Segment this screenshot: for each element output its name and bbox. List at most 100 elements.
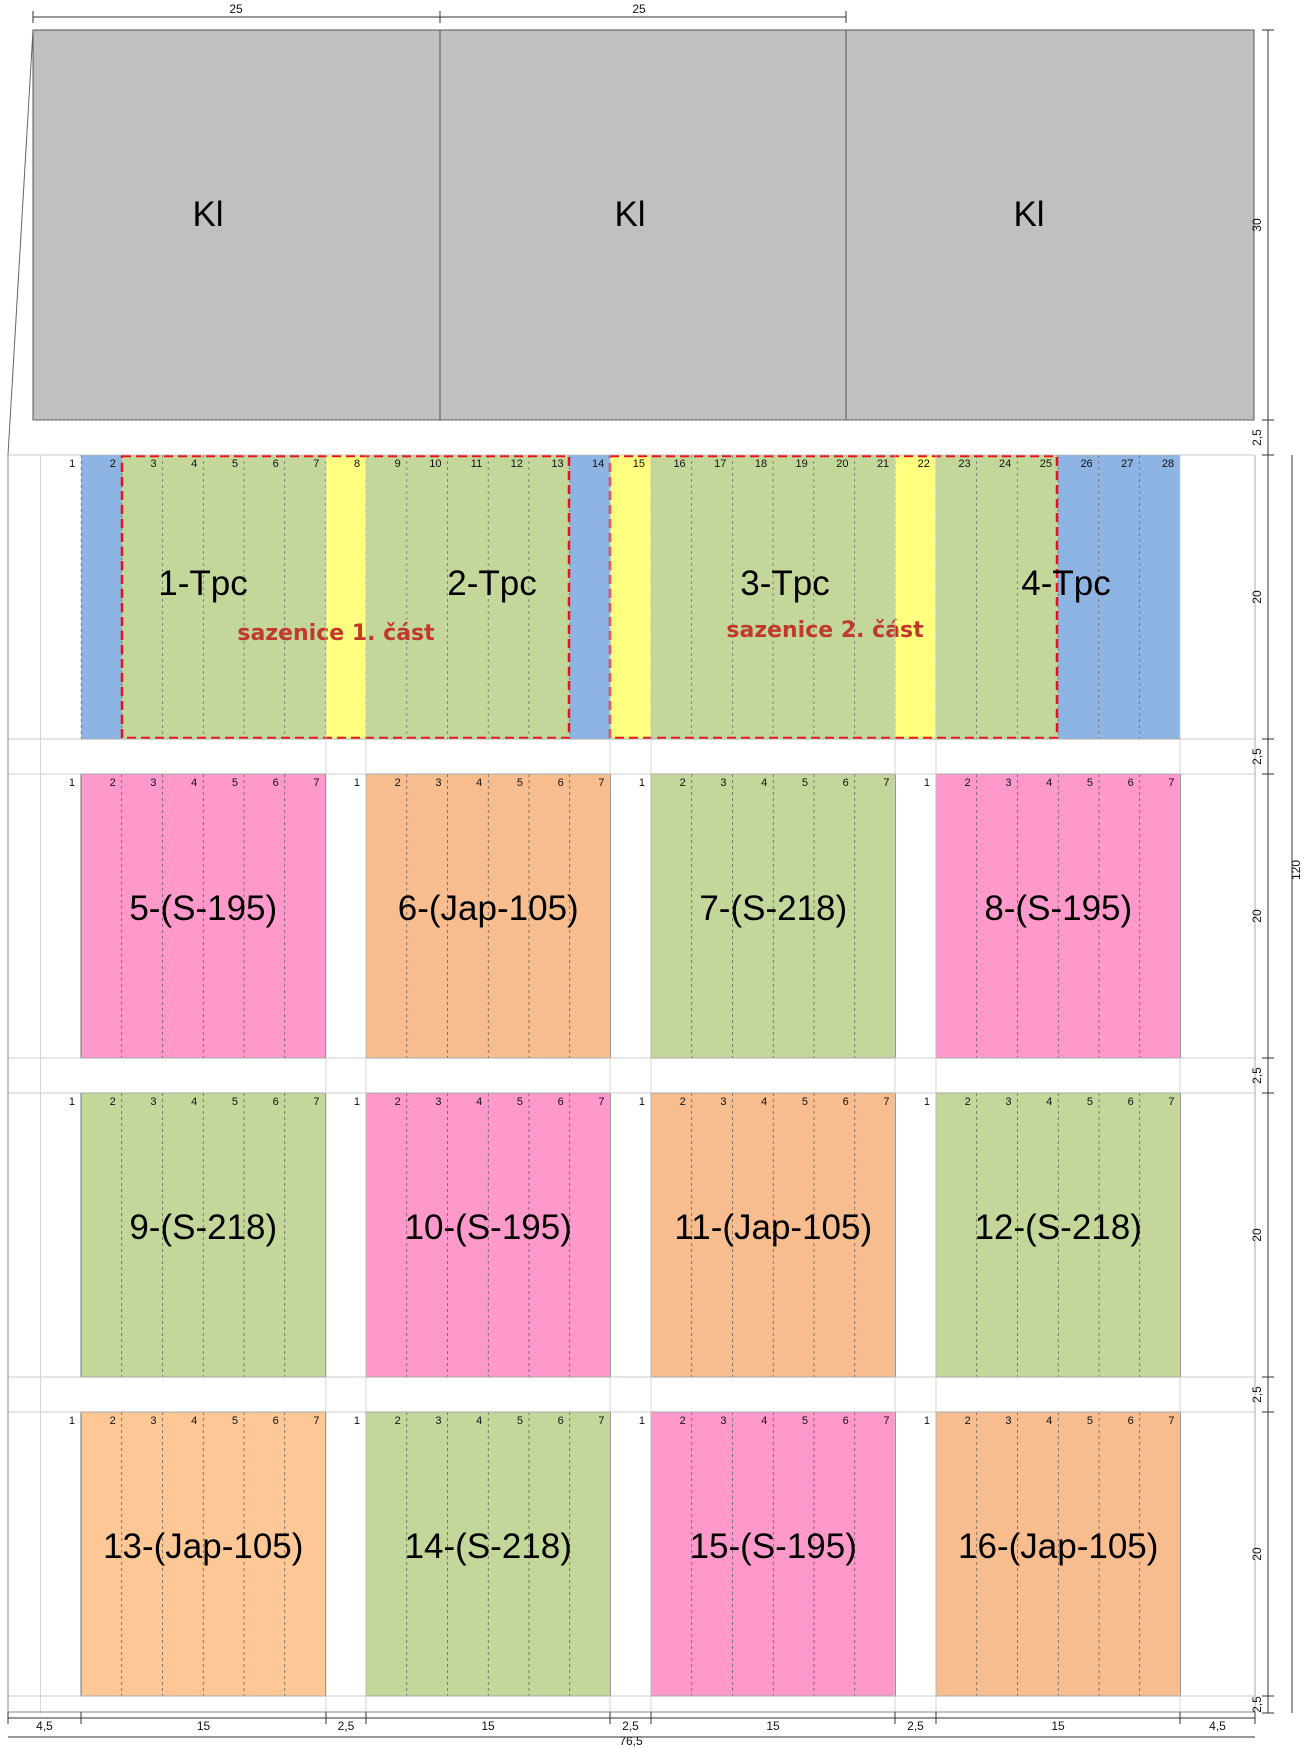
plot-strip-number: 7 — [598, 1415, 604, 1427]
plot-strip-number: 1 — [924, 777, 930, 789]
row1-strip — [935, 455, 977, 739]
row1-strip-number: 8 — [354, 458, 360, 470]
plot-strip-number: 6 — [273, 777, 279, 789]
plot-strip-number: 1 — [639, 1415, 645, 1427]
plot-label: 7-(S-218) — [699, 889, 847, 928]
plot-strip-number: 3 — [150, 777, 156, 789]
top-dimension-label: 25 — [632, 2, 646, 16]
row1-strip-number: 22 — [918, 458, 930, 470]
bottom-dimension-label: 4,5 — [36, 1719, 53, 1733]
plot-strip-number: 4 — [476, 1096, 482, 1108]
row1-strip — [651, 455, 692, 739]
plot-strip-number: 6 — [558, 777, 564, 789]
row1-strip — [121, 455, 163, 739]
right-dimension-label: 2,5 — [1250, 1696, 1264, 1713]
plot-strip-number: 1 — [354, 1415, 360, 1427]
row1-strip — [325, 455, 367, 739]
plot-strip-number: 7 — [883, 777, 889, 789]
plot-strip-number: 5 — [1087, 1096, 1093, 1108]
plot-strip-number: 4 — [191, 777, 197, 789]
plot-strip-number: 5 — [802, 1096, 808, 1108]
plot-label: 9-(S-218) — [129, 1208, 277, 1247]
plot-strip-number: 1 — [639, 777, 645, 789]
bottom-dimension-label: 2,5 — [907, 1719, 924, 1733]
row1-strip — [976, 455, 1018, 739]
plot-strip-number: 4 — [761, 777, 767, 789]
plot-strip-number: 4 — [476, 777, 482, 789]
total-bottom-label: 76,5 — [619, 1734, 643, 1748]
plot-strip-number: 4 — [1046, 1096, 1052, 1108]
kl-label: Kl — [192, 195, 223, 234]
row1-strip-number: 28 — [1162, 458, 1174, 470]
plot-label: 5-(S-195) — [129, 889, 277, 928]
plot-strip-number: 2 — [395, 1415, 401, 1427]
row1-strip-number: 18 — [755, 458, 767, 470]
row1-strip-number: 15 — [633, 458, 645, 470]
plot-label: 16-(Jap-105) — [958, 1527, 1158, 1566]
row1-strip-number: 24 — [999, 458, 1011, 470]
row1-strip — [691, 455, 733, 739]
row1-strip-number: 20 — [836, 458, 848, 470]
row1-strip-number: 6 — [273, 458, 279, 470]
plot-strip-number: 3 — [1005, 1415, 1011, 1427]
plot-strip-number: 2 — [965, 1096, 971, 1108]
sazenice-label: sazenice 2. část — [726, 618, 924, 643]
plot-strip-number: 5 — [232, 1415, 238, 1427]
plot-strip-number: 5 — [232, 1096, 238, 1108]
plot-strip-number: 1 — [354, 1096, 360, 1108]
bottom-dimension-label: 4,5 — [1209, 1719, 1226, 1733]
right-dimension-label: 20 — [1250, 1547, 1264, 1561]
row1-strip — [488, 455, 529, 739]
plot-strip-number: 5 — [1087, 1415, 1093, 1427]
plot-strip-number: 2 — [965, 777, 971, 789]
bottom-dimension-label: 15 — [481, 1719, 495, 1733]
plot-strip-number: 3 — [1005, 777, 1011, 789]
row1-strip-number: 17 — [714, 458, 726, 470]
row1-plot-label: 4-Tpc — [1021, 564, 1110, 603]
row1-strip-number: 16 — [673, 458, 685, 470]
plot-strip-number: 3 — [150, 1096, 156, 1108]
row1-strip-number: 14 — [592, 458, 604, 470]
kl-label: Kl — [1013, 195, 1044, 234]
plot-strip-number: 1 — [69, 1096, 75, 1108]
row1-strip-number: 5 — [232, 458, 238, 470]
plot-strip-number: 6 — [843, 777, 849, 789]
row1-plot-label: 1-Tpc — [158, 564, 247, 603]
plot-label: 14-(S-218) — [405, 1527, 572, 1566]
row1-strip-number: 10 — [429, 458, 441, 470]
row1-strip — [203, 455, 244, 739]
row1-strip-number: 13 — [551, 458, 563, 470]
row1-strip-number: 19 — [796, 458, 808, 470]
row1-strip-number: 11 — [471, 458, 482, 470]
plot-strip-number: 2 — [395, 777, 401, 789]
row1-strip — [1098, 455, 1140, 739]
plot-strip-number: 1 — [69, 1415, 75, 1427]
row1-strip — [244, 455, 285, 739]
row1-strip — [406, 455, 448, 739]
kl-label: Kl — [614, 195, 645, 234]
row1-strip-number: 2 — [110, 458, 116, 470]
row1-strip-number: 27 — [1121, 458, 1133, 470]
plot-strip-number: 5 — [517, 1096, 523, 1108]
plot-label: 12-(S-218) — [975, 1208, 1142, 1247]
plot-strip-number: 6 — [558, 1096, 564, 1108]
bottom-dimension-label: 2,5 — [622, 1719, 639, 1733]
right-dimension-label: 2,5 — [1250, 748, 1264, 765]
row1-strip-number: 26 — [1080, 458, 1092, 470]
plot-strip-number: 6 — [843, 1415, 849, 1427]
plot-strip-number: 4 — [191, 1096, 197, 1108]
bottom-dimension-label: 15 — [197, 1719, 211, 1733]
row1-strip-number: 23 — [958, 458, 970, 470]
plot-strip-number: 3 — [435, 777, 441, 789]
plot-strip-number: 3 — [1005, 1096, 1011, 1108]
plot-strip-number: 3 — [720, 1096, 726, 1108]
plot-strip-number: 2 — [680, 1096, 686, 1108]
right-dimension-label: 20 — [1250, 590, 1264, 604]
plot-strip-number: 7 — [598, 777, 604, 789]
row1-plot-label: 2-Tpc — [447, 564, 536, 603]
plot-strip-number: 4 — [1046, 1415, 1052, 1427]
plot-strip-number: 2 — [680, 777, 686, 789]
field-slanted-edge — [7, 29, 34, 456]
plot-strip-number: 1 — [924, 1096, 930, 1108]
